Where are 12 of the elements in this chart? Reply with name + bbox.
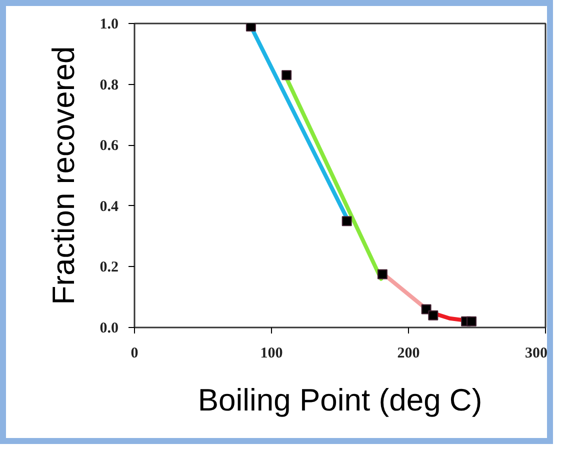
x-axis-title: Boiling Point (deg C)	[198, 382, 482, 418]
y-axis-title: Fraction recovered	[46, 46, 81, 305]
y-tick-label: 0.0	[100, 320, 118, 336]
y-tick-label: 0.2	[100, 260, 118, 276]
x-tick-label: 200	[397, 346, 420, 362]
y-tick-label: 0.8	[100, 77, 118, 94]
x-tick-label: 300	[525, 346, 548, 362]
y-tick-label: 1.0	[100, 16, 118, 32]
x-tick-label: 0	[130, 346, 138, 362]
y-tick-label: 0.4	[100, 198, 119, 215]
y-tick-label: 0.6	[100, 138, 119, 154]
x-tick-label: 100	[260, 346, 283, 362]
